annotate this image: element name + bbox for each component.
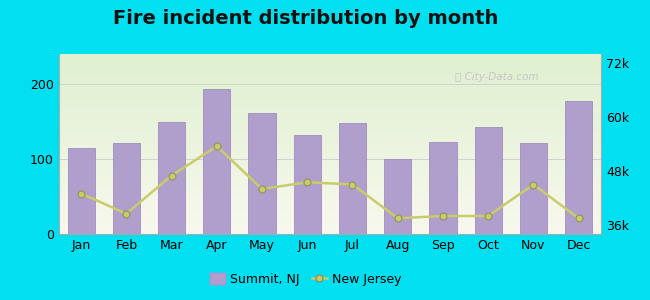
Bar <box>113 142 140 234</box>
Bar <box>384 159 411 234</box>
Bar <box>474 127 502 234</box>
Bar <box>158 122 185 234</box>
Bar <box>339 123 366 234</box>
Bar <box>520 142 547 234</box>
Bar <box>430 142 456 234</box>
Bar <box>294 135 321 234</box>
Text: Fire incident distribution by month: Fire incident distribution by month <box>113 9 498 28</box>
Bar <box>203 89 230 234</box>
Bar <box>248 112 276 234</box>
Legend: Summit, NJ, New Jersey: Summit, NJ, New Jersey <box>205 268 406 291</box>
Bar <box>565 100 592 234</box>
Text: ⓘ City-Data.com: ⓘ City-Data.com <box>455 72 538 82</box>
Bar <box>68 148 95 234</box>
